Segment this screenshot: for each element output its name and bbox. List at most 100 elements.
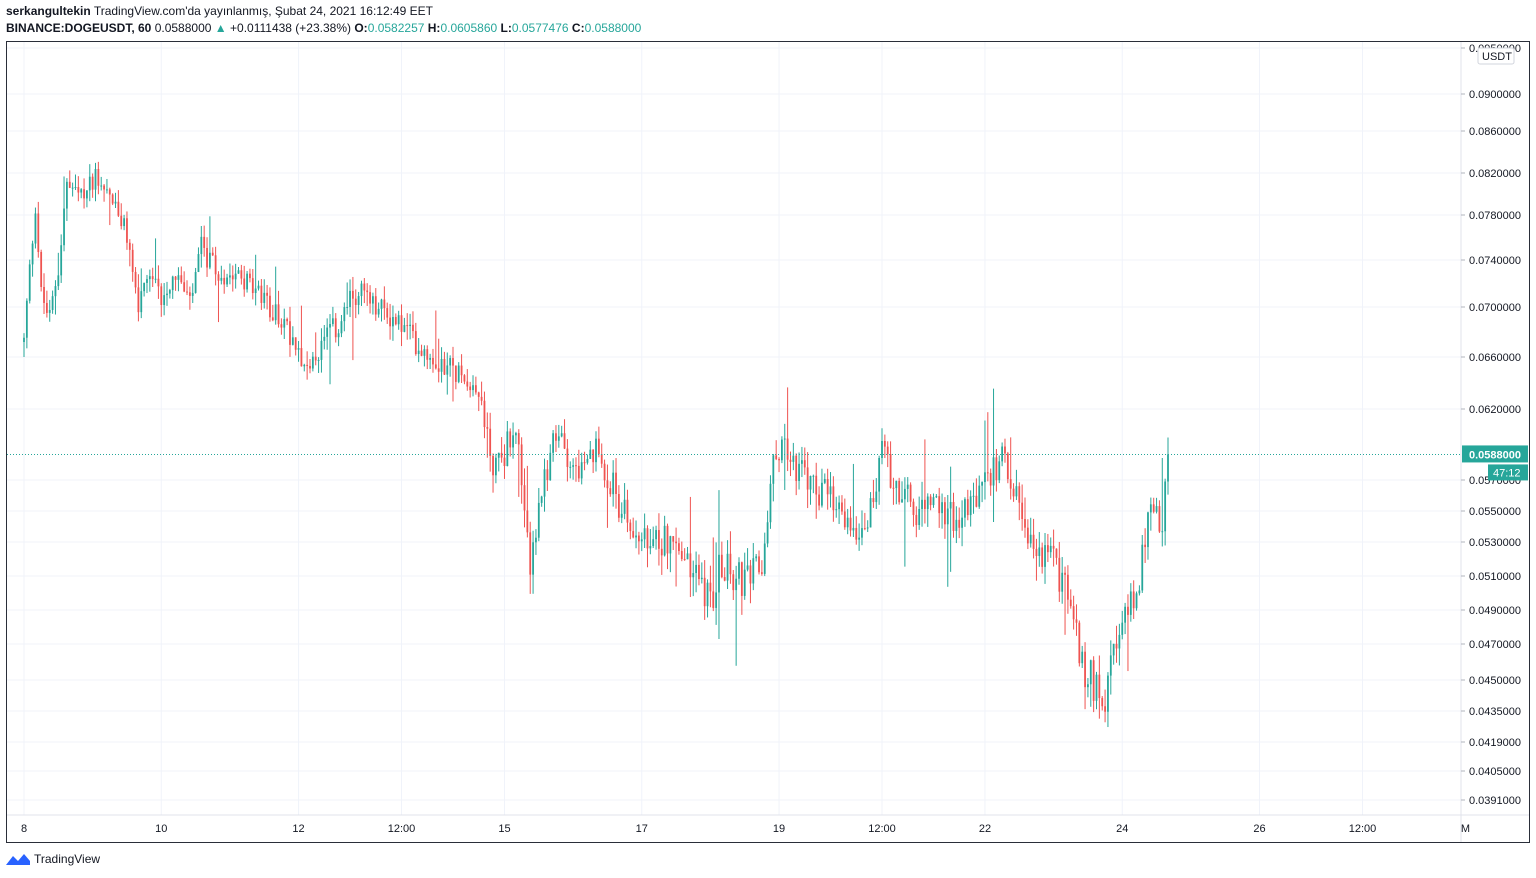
candle-body: [1052, 545, 1055, 549]
countdown-label: 47:12: [1493, 467, 1521, 479]
candle-body: [354, 298, 357, 305]
candle-body: [623, 499, 626, 514]
candle-body: [537, 502, 540, 538]
candle-body: [543, 469, 546, 497]
candle-body: [612, 472, 615, 495]
candle-body: [340, 321, 343, 334]
candle-body: [1144, 544, 1147, 548]
candle-body: [503, 457, 506, 467]
candle-body: [835, 509, 838, 511]
candle-body: [783, 438, 786, 440]
candle-body: [100, 185, 103, 187]
time-tick-label: 12:00: [1349, 823, 1377, 835]
candle-body: [1109, 655, 1112, 676]
candle-body: [66, 181, 68, 209]
candle-body: [909, 484, 912, 502]
price-tick-label: 0.0391000: [1469, 795, 1521, 807]
candle-body: [1138, 590, 1141, 594]
candle-body: [572, 465, 575, 467]
price-tick-label: 0.0860000: [1469, 126, 1521, 138]
candle-body: [300, 348, 303, 367]
candle-body: [740, 562, 743, 596]
candle-body: [314, 356, 317, 361]
candle-body: [403, 325, 406, 332]
candle-body: [260, 285, 263, 303]
candle-body: [334, 318, 337, 338]
candle-body: [1021, 502, 1024, 520]
candle-body: [660, 548, 663, 556]
candle-body: [1012, 488, 1015, 497]
candle-body: [626, 499, 629, 523]
candle-body: [712, 591, 715, 608]
candle-body: [569, 466, 572, 468]
time-tick-label: 12: [292, 823, 304, 835]
candle-body: [223, 277, 226, 285]
countdown-bg: [1488, 464, 1528, 481]
candle-body: [443, 358, 446, 375]
candle-body: [549, 452, 552, 481]
candle-body: [738, 562, 740, 579]
candle-body: [881, 440, 883, 458]
candle-body: [171, 276, 174, 291]
candle-body: [924, 499, 926, 509]
candle-body: [529, 532, 532, 575]
candle-body: [915, 514, 918, 526]
candle-body: [952, 501, 955, 531]
candle-body: [978, 485, 981, 507]
candle-body: [251, 278, 254, 294]
candle-body: [91, 176, 94, 190]
candle-body: [958, 519, 961, 528]
time-tick-label: M: [1461, 823, 1470, 835]
candle-body: [317, 359, 320, 361]
candle-body: [606, 480, 609, 489]
grid: [7, 42, 1461, 815]
candle-body: [191, 292, 194, 296]
candle-body: [83, 189, 85, 199]
candle-body: [926, 496, 929, 509]
candle-body: [495, 457, 497, 476]
candle-body: [80, 189, 83, 193]
candle-body: [346, 307, 349, 309]
candle-body: [875, 491, 878, 503]
candle-body: [758, 556, 760, 573]
candle-body: [366, 290, 369, 293]
candle-body: [331, 318, 334, 325]
candle-body: [489, 428, 492, 456]
price-chart[interactable]: 0.09500000.09000000.08600000.08200000.07…: [7, 42, 1529, 842]
candle-body: [689, 553, 692, 578]
candle-body: [1009, 479, 1012, 489]
time-axis: 8 10 12 12:00 15 17 19 12:00 22 24 26 12:00 M: [7, 814, 1529, 835]
candle-body: [372, 296, 374, 304]
low-label: L:: [500, 21, 512, 35]
candle-body: [577, 465, 580, 479]
candle-body: [812, 475, 815, 477]
chart-frame[interactable]: 0.09500000.09000000.08600000.08200000.07…: [6, 41, 1530, 843]
candle-body: [646, 528, 649, 549]
candle-body: [414, 331, 417, 355]
candle-body: [700, 577, 703, 580]
candle-body: [168, 290, 171, 294]
candle-body: [889, 454, 892, 488]
price-tick-label: 0.0450000: [1469, 675, 1521, 687]
candle-body: [34, 213, 37, 244]
candle-body: [586, 458, 589, 463]
open-value: 0.0582257: [367, 21, 425, 35]
candle-body: [695, 564, 697, 574]
candle-body: [25, 300, 28, 338]
candle-body: [1121, 622, 1124, 635]
candle-body: [60, 245, 63, 276]
candle-body: [526, 510, 529, 533]
candle-body: [1112, 643, 1115, 656]
candle-body: [609, 488, 612, 495]
candles: [23, 161, 1169, 728]
candle-body: [229, 275, 231, 278]
price-tick-label: 0.0900000: [1469, 89, 1521, 101]
candle-body: [632, 531, 635, 538]
candle-body: [866, 527, 869, 529]
candle-body: [903, 488, 906, 500]
candle-body: [1004, 446, 1006, 454]
candle-body: [955, 519, 958, 531]
candle-body: [220, 277, 223, 281]
candle-body: [40, 252, 43, 287]
author-name: serkangultekin: [6, 4, 91, 18]
